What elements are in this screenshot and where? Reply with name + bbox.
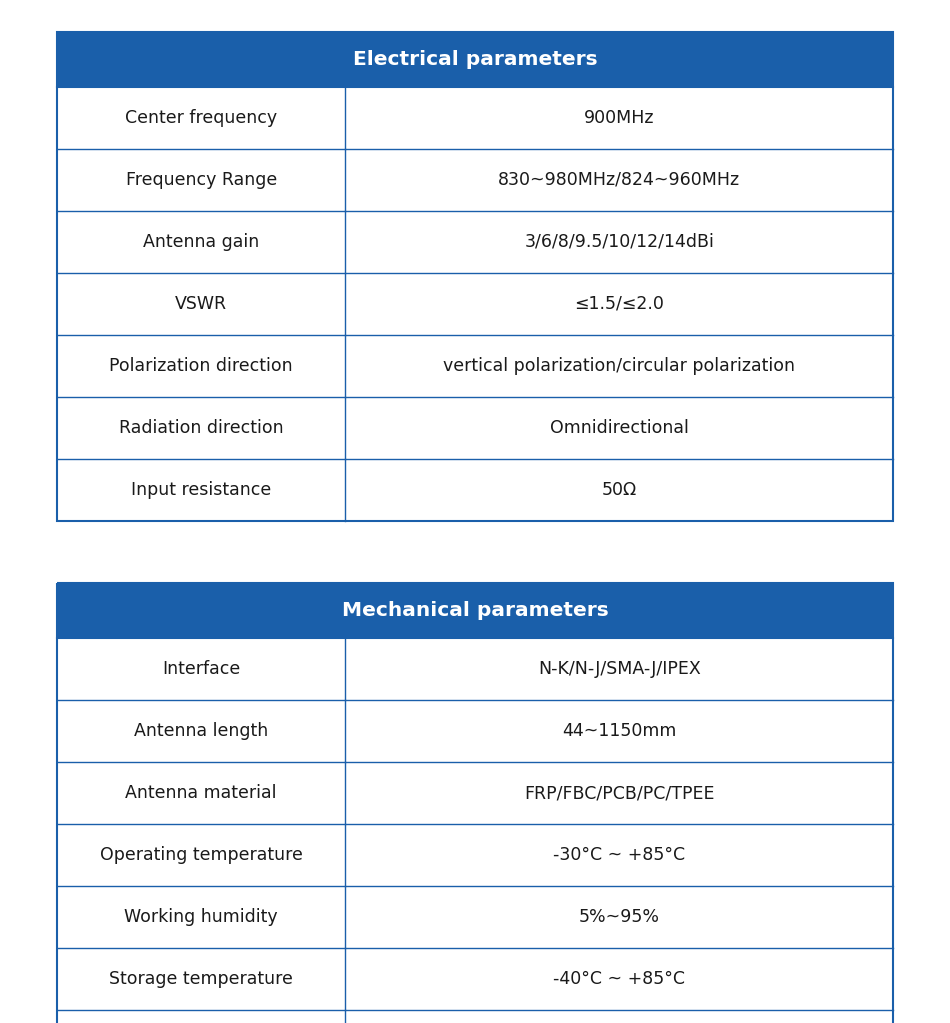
Text: Frequency Range: Frequency Range — [125, 171, 276, 189]
Text: 900MHz: 900MHz — [584, 109, 655, 127]
Text: Input resistance: Input resistance — [131, 481, 272, 499]
Text: Antenna gain: Antenna gain — [143, 233, 259, 251]
Text: vertical polarization/circular polarization: vertical polarization/circular polarizat… — [444, 357, 795, 375]
Text: Antenna length: Antenna length — [134, 722, 268, 740]
Text: 5%~95%: 5%~95% — [579, 908, 659, 926]
Text: Storage temperature: Storage temperature — [109, 970, 294, 988]
Text: -30°C ~ +85°C: -30°C ~ +85°C — [553, 846, 685, 864]
Text: Mechanical parameters: Mechanical parameters — [342, 601, 608, 620]
Text: Working humidity: Working humidity — [124, 908, 278, 926]
Text: Operating temperature: Operating temperature — [100, 846, 303, 864]
Text: Center frequency: Center frequency — [125, 109, 277, 127]
Text: Antenna material: Antenna material — [125, 784, 277, 802]
Text: 44~1150mm: 44~1150mm — [562, 722, 676, 740]
Text: Omnidirectional: Omnidirectional — [550, 419, 689, 437]
Text: 3/6/8/9.5/10/12/14dBi: 3/6/8/9.5/10/12/14dBi — [524, 233, 714, 251]
Text: ≤1.5/≤2.0: ≤1.5/≤2.0 — [574, 295, 664, 313]
Text: VSWR: VSWR — [175, 295, 227, 313]
Text: Polarization direction: Polarization direction — [109, 357, 293, 375]
Bar — [57, 583, 893, 1023]
Text: 830~980MHz/824~960MHz: 830~980MHz/824~960MHz — [498, 171, 740, 189]
Text: N-K/N-J/SMA-J/IPEX: N-K/N-J/SMA-J/IPEX — [538, 660, 700, 678]
Text: Radiation direction: Radiation direction — [119, 419, 283, 437]
Bar — [57, 32, 893, 87]
Text: -40°C ~ +85°C: -40°C ~ +85°C — [553, 970, 685, 988]
Bar — [57, 32, 893, 521]
Text: FRP/FBC/PCB/PC/TPEE: FRP/FBC/PCB/PC/TPEE — [524, 784, 714, 802]
Bar — [57, 583, 893, 638]
Text: Interface: Interface — [162, 660, 240, 678]
Text: Electrical parameters: Electrical parameters — [352, 50, 598, 69]
Text: 50Ω: 50Ω — [601, 481, 636, 499]
